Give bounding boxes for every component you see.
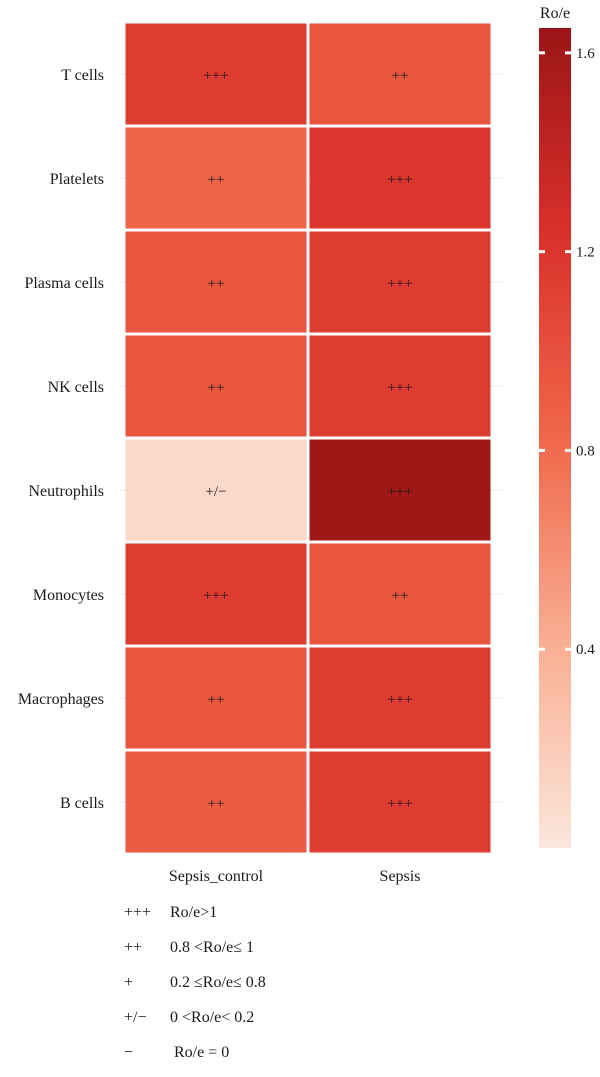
y-tick-label: T cells	[61, 67, 104, 84]
y-tick-label: Plasma cells	[24, 275, 104, 292]
cell-label: +++	[387, 796, 412, 812]
heatmap-cell	[125, 23, 307, 125]
legend-row: ++ 0.8 <Ro/e≤ 1	[124, 937, 424, 972]
x-tick-label: Sepsis	[380, 868, 421, 885]
heatmap-cell	[309, 23, 491, 125]
cell-label: +++	[387, 692, 412, 708]
heatmap-cell	[125, 231, 307, 333]
legend-row: +++ Ro/e>1	[124, 902, 424, 937]
heatmap-cell	[309, 647, 491, 749]
cell-label: +++	[203, 588, 228, 604]
heatmap-svg: +++ ++++ +++++ +++++ ++++/− ++++++ ++++ +++++ ++…	[18, 5, 595, 885]
cell-label: ++	[208, 692, 225, 708]
cell-label: +++	[387, 380, 412, 396]
legend-text: Ro/e>1	[170, 904, 218, 921]
heatmap-cell	[309, 439, 491, 541]
legend-symbol: +	[124, 974, 134, 991]
cell-label: +++	[387, 276, 412, 292]
cell-label: ++	[392, 68, 409, 84]
cell-label: ++	[208, 380, 225, 396]
legend-text: 0.8 <Ro/e≤ 1	[170, 939, 255, 956]
legend-symbol: ++	[124, 939, 143, 956]
legend-row: − Ro/e = 0	[124, 1042, 424, 1077]
y-tick-label: Macrophages	[18, 691, 104, 708]
y-tick-label: Monocytes	[33, 587, 104, 604]
cell-label: +++	[387, 484, 412, 500]
legend-symbol: +++	[124, 904, 152, 921]
heatmap-cell	[309, 127, 491, 229]
heatmap-cell	[309, 231, 491, 333]
colorbar-tick-label: 0.8	[576, 443, 595, 459]
colorbar-tick-label: 0.4	[576, 642, 595, 658]
heatmap-cell	[125, 647, 307, 749]
heatmap-cell	[309, 335, 491, 437]
legend-text: 0.2 ≤Ro/e≤ 0.8	[170, 974, 266, 991]
y-tick-label: NK cells	[48, 379, 104, 396]
legend-text: Ro/e = 0	[174, 1044, 230, 1061]
legend-symbol: +/−	[124, 1009, 147, 1026]
symbol-legend: +++ Ro/e>1 ++ 0.8 <Ro/e≤ 1 + 0.2 ≤Ro/e≤ …	[124, 902, 424, 1077]
x-tick-label: Sepsis_control	[169, 868, 264, 885]
y-tick-label: B cells	[60, 795, 104, 812]
y-tick-label: Platelets	[50, 171, 104, 188]
heatmap-cell	[125, 543, 307, 645]
cell-label: +++	[203, 68, 228, 84]
heatmap-cell	[309, 751, 491, 853]
heatmap-chart: +++ ++ ++ +++ ++ +++ ++ +++ +/− +++ +++ ++ ++ +++ ++ ++…	[18, 5, 595, 885]
colorbar-title: Ro/e	[540, 5, 570, 22]
colorbar-tick-label: 1.2	[576, 245, 595, 261]
heatmap-cell	[125, 439, 307, 541]
heatmap-cell	[125, 335, 307, 437]
legend-text: 0 <Ro/e< 0.2	[170, 1009, 255, 1026]
cell-label: ++	[208, 172, 225, 188]
legend-row: + 0.2 ≤Ro/e≤ 0.8	[124, 972, 424, 1007]
heatmap-cell	[125, 127, 307, 229]
cell-label: ++	[208, 796, 225, 812]
cell-label: +++	[387, 172, 412, 188]
heatmap-cell	[125, 751, 307, 853]
legend-row: +/− 0 <Ro/e< 0.2	[124, 1007, 424, 1042]
legend-symbol: −	[124, 1044, 134, 1061]
colorbar	[539, 28, 571, 848]
heatmap-cell	[309, 543, 491, 645]
colorbar-tick-label: 1.6	[576, 46, 595, 62]
cell-label: ++	[208, 276, 225, 292]
y-tick-label: Neutrophils	[28, 483, 104, 500]
cell-label: ++	[392, 588, 409, 604]
cell-label: +/−	[205, 484, 226, 500]
